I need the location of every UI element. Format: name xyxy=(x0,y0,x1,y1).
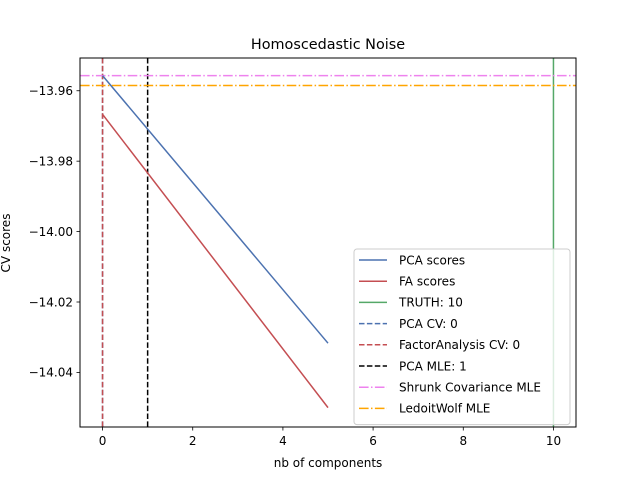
plot-frame xyxy=(79,57,577,428)
x-axis-label: nb of components xyxy=(274,456,383,470)
y-tick-label: −14.02 xyxy=(29,295,73,309)
legend-label-fa-scores: FA scores xyxy=(399,275,455,289)
y-tick-label: −14.04 xyxy=(29,366,73,380)
x-tick-label: 2 xyxy=(189,434,197,448)
x-tick-label: 0 xyxy=(99,434,107,448)
y-tick-label: −13.96 xyxy=(29,84,73,98)
legend: PCA scores FA scores TRUTH: 10 PCA CV: 0 Fac… xyxy=(353,248,571,426)
legend-label-ledoitwolf-mle: LedoitWolf MLE xyxy=(399,402,490,416)
plot-area xyxy=(80,58,576,427)
legend-label-pca-scores: PCA scores xyxy=(399,253,465,267)
chart-title: Homoscedastic Noise xyxy=(251,37,405,53)
legend-label-pca-mle-1: PCA MLE: 1 xyxy=(399,359,467,373)
y-axis: −13.96 −13.98 −14.00 −14.02 −14.04 xyxy=(29,84,80,380)
legend-label-truth-10: TRUTH: 10 xyxy=(398,296,463,310)
x-tick-label: 4 xyxy=(279,434,287,448)
legend-label-factoranalysis-cv-0: FactorAnalysis CV: 0 xyxy=(399,338,520,352)
y-axis-label: CV scores xyxy=(0,214,13,273)
x-tick-label: 6 xyxy=(369,434,377,448)
series-line-pca-scores xyxy=(101,75,329,344)
legend-label-shrunk-covariance-mle: Shrunk Covariance MLE xyxy=(399,381,541,395)
legend-box xyxy=(353,248,571,426)
legend-label-pca-cv-0: PCA CV: 0 xyxy=(399,317,458,331)
x-tick-label: 10 xyxy=(546,434,561,448)
y-tick-label: −13.98 xyxy=(29,154,73,168)
x-tick-label: 8 xyxy=(459,434,467,448)
series-line-fa-scores xyxy=(101,113,329,409)
x-axis: 0 2 4 6 8 10 xyxy=(99,427,561,448)
y-tick-label: −14.00 xyxy=(29,225,73,239)
